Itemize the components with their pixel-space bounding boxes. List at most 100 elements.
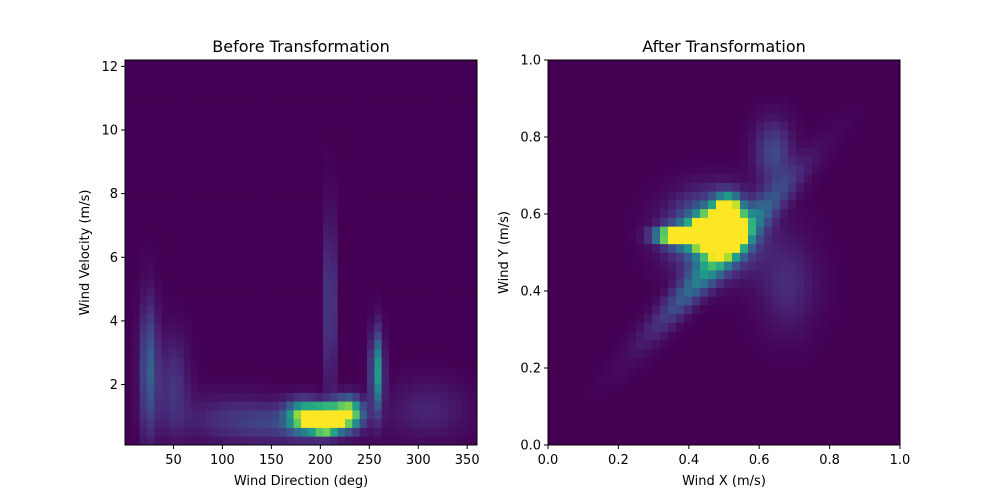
heat-cell [636,86,645,96]
heat-cell [176,348,185,358]
heat-cell [147,436,155,446]
heat-cell [604,173,613,183]
heat-cell [772,208,781,218]
heat-cell [425,243,434,253]
heat-cell [213,287,221,297]
heat-cell [804,191,813,201]
heat-cell [191,366,199,376]
heat-cell [620,86,629,96]
heat-cell [692,427,701,437]
heat-cell [748,392,757,402]
heat-cell [469,270,478,280]
heat-cell [132,410,141,420]
heat-cell [381,366,390,376]
heat-cell [183,130,192,140]
heat-cell [257,261,265,271]
heat-cell [147,313,155,323]
heat-cell [308,348,317,358]
heat-cell [249,235,258,245]
heat-cell [469,60,478,70]
heat-cell [556,200,565,210]
heat-cell [740,235,749,245]
heat-cell [396,340,405,350]
heat-cell [876,357,885,367]
heat-cell [433,121,441,131]
heat-cell [191,261,199,271]
heat-cell [411,112,419,122]
heat-cell [257,138,265,148]
heat-cell [724,200,733,210]
heat-cell [425,191,434,201]
heat-cell [692,401,701,411]
heat-cell [748,331,757,341]
heat-cell [279,130,287,140]
heat-cell [588,427,597,437]
heat-cell [660,217,669,227]
heat-cell [411,392,419,402]
heat-cell [644,427,653,437]
heat-cell [804,348,813,358]
x-tick-label: 300 [406,453,431,468]
heat-cell [732,77,741,87]
heat-cell [433,235,441,245]
heat-cell [636,392,645,402]
heat-cell [249,191,258,201]
heat-cell [748,217,757,227]
heat-cell [323,130,331,140]
heat-cell [620,410,629,420]
heat-cell [756,436,765,446]
heat-cell [620,313,629,323]
heat-cell [612,243,621,253]
heat-cell [644,261,653,271]
heat-cell [286,182,295,192]
heat-cell [556,418,565,428]
heat-cell [892,313,901,323]
heat-cell [257,112,265,122]
heat-cell [337,165,346,175]
heat-cell [359,112,368,122]
heat-cell [676,436,685,446]
heat-cell [447,95,456,105]
heat-cell [876,270,885,280]
heat-cell [249,200,258,210]
heat-cell [425,200,434,210]
heat-cell [892,86,901,96]
heat-cell [844,138,853,148]
heat-cell [788,322,797,332]
heat-cell [249,392,258,402]
heat-cell [198,305,207,315]
heat-cell [644,287,653,297]
heat-cell [572,375,581,385]
heat-cell [469,410,478,420]
heat-cell [652,436,661,446]
heat-cell [828,95,837,105]
heat-cell [548,68,557,78]
heat-cell [700,322,709,332]
heat-cell [828,375,837,385]
heat-cell [636,217,645,227]
heat-cell [628,305,637,315]
heat-cell [732,95,741,105]
heat-cell [708,200,717,210]
heat-cell [308,366,317,376]
heat-cell [169,200,177,210]
heat-cell [367,278,375,288]
heat-cell [169,191,177,201]
heat-cell [708,182,717,192]
heat-cell [764,68,773,78]
heat-cell [147,217,155,227]
heat-cell [381,313,390,323]
heat-cell [462,401,471,411]
heat-cell [788,121,797,131]
heat-cell [852,147,861,157]
heat-cell [455,305,463,315]
heat-cell [564,68,573,78]
heat-cell [389,375,397,385]
heat-cell [374,322,383,332]
heat-cell [271,383,280,393]
heat-cell [447,208,456,218]
heat-cell [418,112,427,122]
heat-cell [176,313,185,323]
heat-cell [668,165,677,175]
